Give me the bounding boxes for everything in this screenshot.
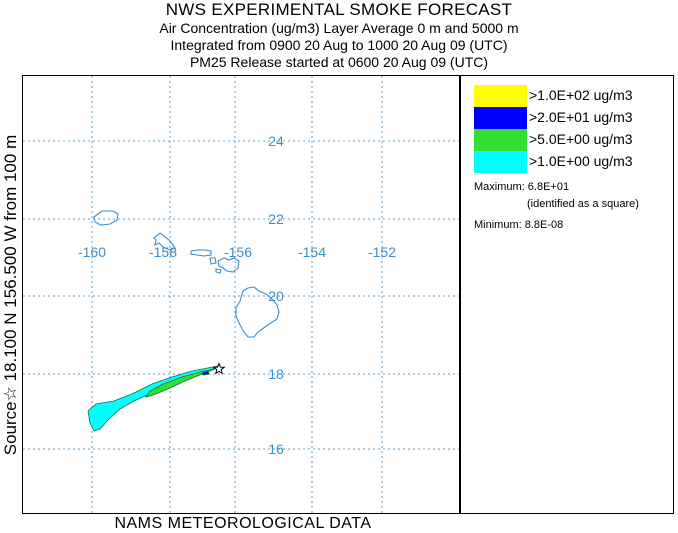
latitude-label: 18 (268, 366, 284, 382)
minimum-value: Minimum: 8.8E-08 (474, 219, 564, 231)
longitude-label: -152 (368, 244, 396, 260)
map-frame (22, 75, 460, 514)
longitude-label: -158 (149, 244, 177, 260)
source-location-text: Source☆ 18.100 N 156.500 W from 100 m (1, 134, 20, 456)
longitude-label: -154 (298, 244, 326, 260)
release-start: PM25 Release started at 0600 20 Aug 09 (… (189, 54, 489, 70)
source-star-icon (212, 362, 226, 375)
island-kahoolawe (215, 268, 222, 274)
concentration-description: Air Concentration (ug/m3) Layer Average … (159, 20, 519, 36)
island-hawaii (235, 286, 280, 338)
smoke-plume (87, 365, 219, 432)
plume-contour-2 (145, 368, 216, 398)
meteorological-data-label: NAMS METEOROLOGICAL DATA (114, 515, 372, 532)
legend-item: >5.0E+00 ug/m3 (474, 129, 674, 151)
latitude-label: 22 (268, 211, 284, 227)
legend-label: >2.0E+01 ug/m3 (529, 109, 633, 125)
legend-item: >2.0E+01 ug/m3 (474, 107, 674, 129)
latitude-label: 24 (268, 133, 284, 149)
island-oahu (153, 232, 176, 251)
island-kauai (93, 210, 119, 226)
latitude-labels: 24 22 20 18 16 (268, 133, 284, 457)
latitude-label: 16 (268, 441, 284, 457)
legend-swatch (474, 129, 527, 151)
forecast-title: NWS EXPERIMENTAL SMOKE FORECAST (165, 0, 513, 19)
legend-item: >1.0E+02 ug/m3 (474, 85, 674, 107)
plume-contour-3 (201, 370, 210, 376)
latitude-label: 20 (268, 288, 284, 304)
longitude-label: -156 (224, 244, 252, 260)
island-molokai (190, 249, 212, 257)
legend-label: >1.0E+00 ug/m3 (529, 153, 633, 169)
island-maui (217, 257, 240, 273)
smoke-map: -160 -158 -156 -154 -152 24 22 20 18 16 (22, 75, 460, 514)
legend-swatch (474, 151, 527, 173)
legend-label: >5.0E+00 ug/m3 (529, 131, 633, 147)
legend-swatch (474, 107, 527, 129)
source-location-label: Source☆ 18.100 N 156.500 W from 100 m (0, 75, 22, 515)
maximum-value: Maximum: 6.8E+01 (474, 181, 570, 193)
legend-item: >1.0E+00 ug/m3 (474, 151, 674, 173)
coastlines (93, 210, 280, 338)
maximum-note: (identified as a square) (527, 198, 639, 210)
integration-period: Integrated from 0900 20 Aug to 1000 20 A… (170, 37, 508, 53)
longitude-labels: -160 -158 -156 -154 -152 (78, 244, 396, 260)
legend: >1.0E+02 ug/m3 >2.0E+01 ug/m3 >5.0E+00 u… (460, 75, 674, 514)
legend-label: >1.0E+02 ug/m3 (529, 87, 633, 103)
island-lanai (209, 257, 217, 265)
legend-swatch (474, 85, 527, 107)
longitude-label: -160 (78, 244, 106, 260)
